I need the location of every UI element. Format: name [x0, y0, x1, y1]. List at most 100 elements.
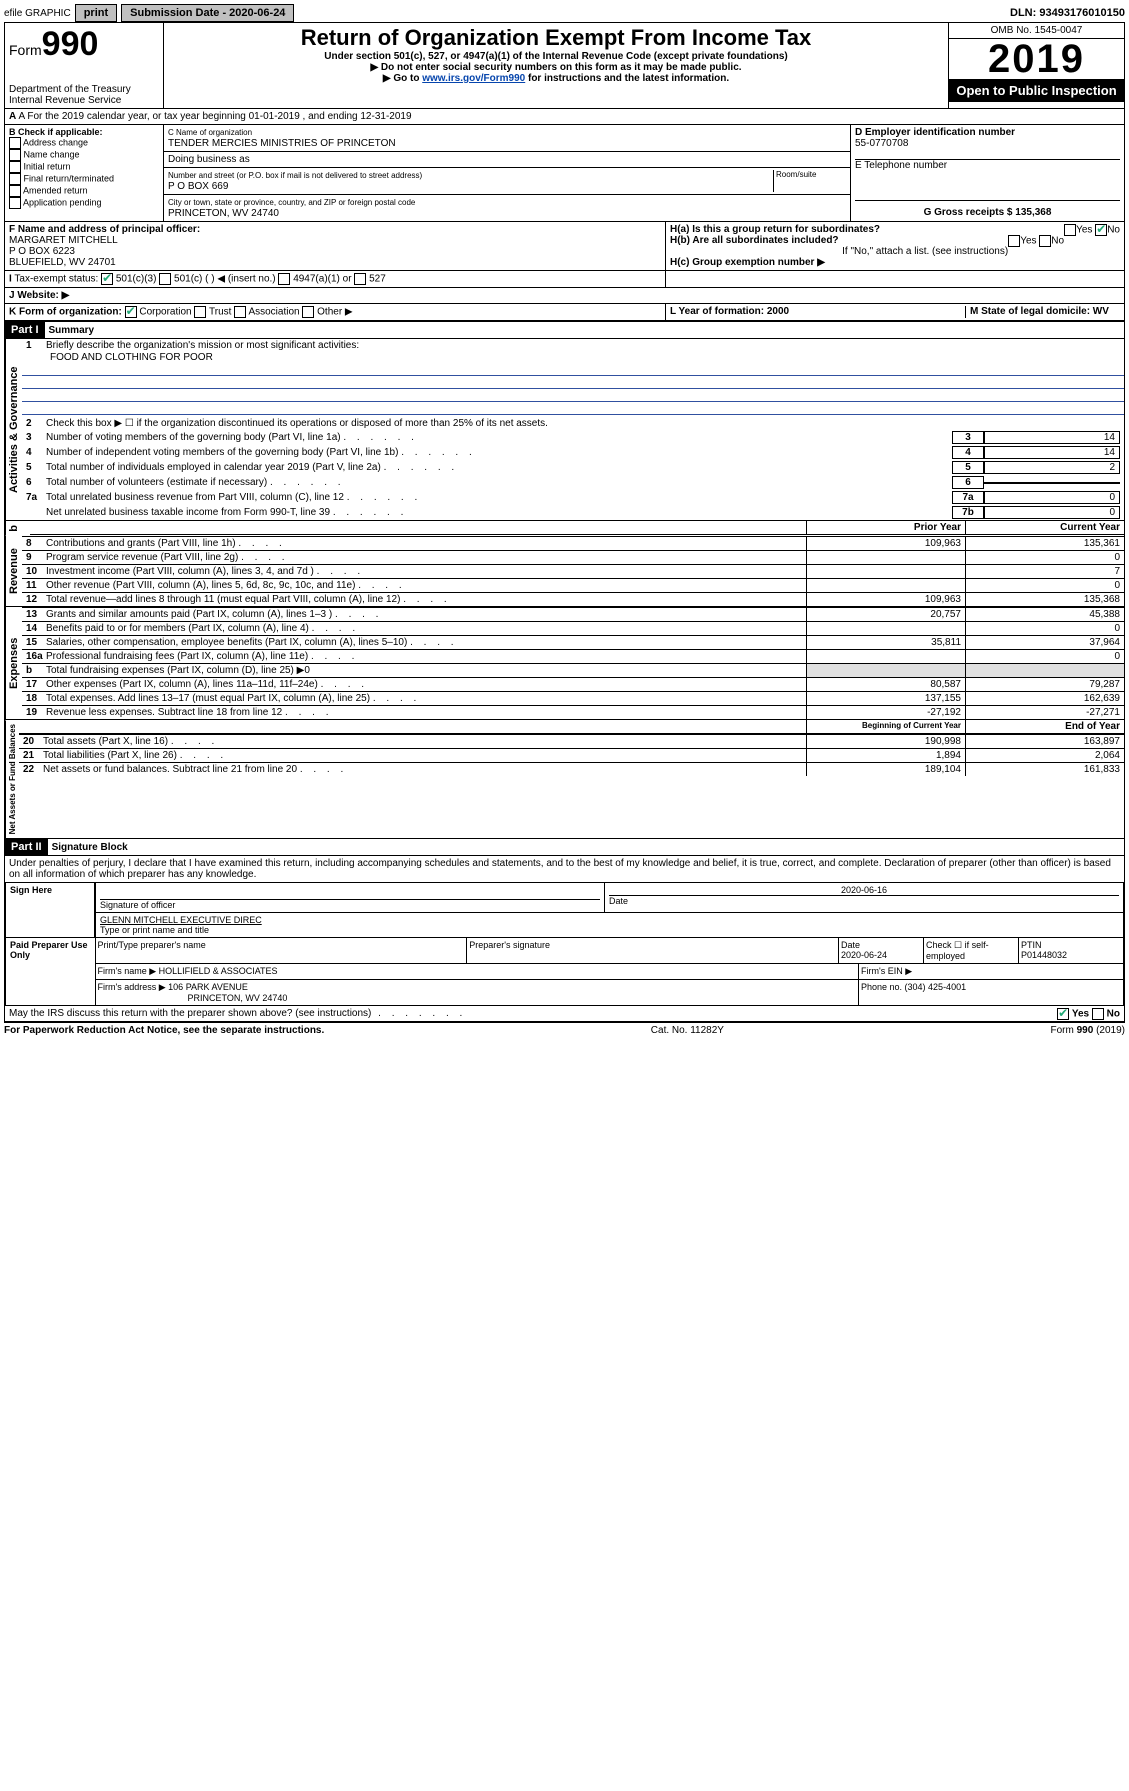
firm-phone: Phone no. (304) 425-4001 — [859, 980, 1123, 1005]
prior-year-value: 109,963 — [806, 537, 965, 550]
prior-year-value — [806, 622, 965, 635]
instructions-link[interactable]: www.irs.gov/Form990 — [422, 73, 525, 84]
ha-no-checkbox[interactable] — [1095, 224, 1107, 236]
revenue-label: Revenue — [5, 536, 22, 606]
current-year-value: 0 — [965, 551, 1124, 564]
corp-checkbox[interactable] — [125, 306, 137, 318]
page-footer: For Paperwork Reduction Act Notice, see … — [4, 1023, 1125, 1036]
line-box: 5 — [952, 461, 984, 474]
b-opt-checkbox[interactable] — [9, 185, 21, 197]
4947-checkbox[interactable] — [278, 273, 290, 285]
prior-year-value — [806, 579, 965, 592]
prior-year-value: 1,894 — [806, 749, 965, 762]
officer-addr2: BLUEFIELD, WV 24701 — [9, 257, 661, 268]
open-public-badge: Open to Public Inspection — [949, 79, 1124, 102]
current-year-value: 135,368 — [965, 593, 1124, 606]
top-toolbar: efile GRAPHIC print Submission Date - 20… — [4, 4, 1125, 22]
current-year-value: 0 — [965, 622, 1124, 635]
b-opt-checkbox[interactable] — [9, 197, 21, 209]
current-year-value: 163,897 — [965, 735, 1124, 748]
line-desc: Net unrelated business taxable income fr… — [46, 507, 952, 518]
current-year-value: 0 — [965, 650, 1124, 663]
efile-label: efile GRAPHIC — [4, 8, 71, 19]
prior-year-value: 80,587 — [806, 678, 965, 691]
row-a-period: A A For the 2019 calendar year, or tax y… — [5, 109, 1124, 125]
line-box: 3 — [952, 431, 984, 444]
current-year-value: 162,639 — [965, 692, 1124, 705]
line-box: 7a — [952, 491, 984, 504]
other-checkbox[interactable] — [302, 306, 314, 318]
signature-table: Sign Here Signature of officer 2020-06-1… — [5, 882, 1124, 1006]
part1-header: Part I — [5, 322, 45, 338]
line-value: 14 — [984, 431, 1120, 444]
form-number: 990 — [42, 25, 99, 63]
current-year-value: 45,388 — [965, 608, 1124, 621]
line-value: 2 — [984, 461, 1120, 474]
e-phone-label: E Telephone number — [855, 160, 1120, 200]
subtitle: Under section 501(c), 527, or 4947(a)(1)… — [170, 51, 942, 62]
note-ssn: ▶ Do not enter social security numbers o… — [170, 62, 942, 73]
prior-year-value: 190,998 — [806, 735, 965, 748]
501c3-checkbox[interactable] — [101, 273, 113, 285]
c-name-label: C Name of organization — [168, 128, 252, 137]
section-b: B Check if applicable: Address change Na… — [5, 125, 164, 221]
b-opt-checkbox[interactable] — [9, 173, 21, 185]
line-desc: Total number of volunteers (estimate if … — [46, 477, 952, 488]
line-value: 0 — [984, 506, 1120, 519]
discuss-no-checkbox[interactable] — [1092, 1008, 1104, 1020]
line-box: 6 — [952, 476, 984, 489]
dept-label: Department of the Treasury — [9, 84, 159, 95]
line-desc: Number of voting members of the governin… — [46, 432, 952, 443]
current-year-value: 79,287 — [965, 678, 1124, 691]
current-year-value: 135,361 — [965, 537, 1124, 550]
b-opt-checkbox[interactable] — [9, 149, 21, 161]
trust-checkbox[interactable] — [194, 306, 206, 318]
prior-year-value — [806, 650, 965, 663]
form-label: Form — [9, 42, 42, 58]
m-state: M State of legal domicile: WV — [965, 306, 1120, 318]
netassets-label: Net Assets or Fund Balances — [5, 720, 19, 838]
current-year-value: 161,833 — [965, 763, 1124, 776]
dln-label: DLN: 93493176010150 — [1010, 7, 1125, 19]
line-value: 14 — [984, 446, 1120, 459]
org-name: TENDER MERCIES MINISTRIES OF PRINCETON — [168, 138, 396, 149]
firm-name: HOLLIFIELD & ASSOCIATES — [159, 966, 278, 976]
form-container: Form990 Department of the Treasury Inter… — [4, 22, 1125, 1023]
current-year-value: 2,064 — [965, 749, 1124, 762]
officer-typed-name: GLENN MITCHELL EXECUTIVE DIREC — [100, 915, 262, 925]
line-value — [984, 482, 1120, 484]
current-year-value: 7 — [965, 565, 1124, 578]
firm-address: 106 PARK AVENUE — [168, 982, 248, 992]
print-button[interactable]: print — [75, 4, 117, 22]
part2-header: Part II — [5, 839, 48, 855]
line-desc: Total unrelated business revenue from Pa… — [46, 492, 952, 503]
f-officer-label: F Name and address of principal officer: — [9, 224, 661, 235]
mission-text: FOOD AND CLOTHING FOR POOR — [22, 352, 1124, 363]
form-ref: Form 990 (2019) — [1051, 1025, 1125, 1036]
ein-value: 55-0770708 — [855, 138, 1120, 149]
form-id-block: Form990 Department of the Treasury Inter… — [5, 23, 164, 108]
governance-label: Activities & Governance — [5, 339, 22, 520]
prior-year-value: -27,192 — [806, 706, 965, 719]
hb-yes-checkbox[interactable] — [1008, 235, 1020, 247]
submission-date-button[interactable]: Submission Date - 2020-06-24 — [121, 4, 294, 22]
assoc-checkbox[interactable] — [234, 306, 246, 318]
discuss-yes-checkbox[interactable] — [1057, 1008, 1069, 1020]
501c-checkbox[interactable] — [159, 273, 171, 285]
line-desc: Total number of individuals employed in … — [46, 462, 952, 473]
527-checkbox[interactable] — [354, 273, 366, 285]
ptin-value: P01448032 — [1021, 950, 1067, 960]
line-desc: Number of independent voting members of … — [46, 447, 952, 458]
l-year-formation: L Year of formation: 2000 — [670, 306, 965, 318]
line-box: 4 — [952, 446, 984, 459]
prior-year-value: 109,963 — [806, 593, 965, 606]
hb-no-checkbox[interactable] — [1039, 235, 1051, 247]
ha-yes-checkbox[interactable] — [1064, 224, 1076, 236]
perjury-declaration: Under penalties of perjury, I declare th… — [5, 856, 1124, 882]
b-opt-checkbox[interactable] — [9, 137, 21, 149]
prior-year-value: 189,104 — [806, 763, 965, 776]
sign-here-label: Sign Here — [6, 883, 96, 938]
b-opt-checkbox[interactable] — [9, 161, 21, 173]
officer-name: MARGARET MITCHELL — [9, 235, 661, 246]
prior-year-value — [806, 551, 965, 564]
